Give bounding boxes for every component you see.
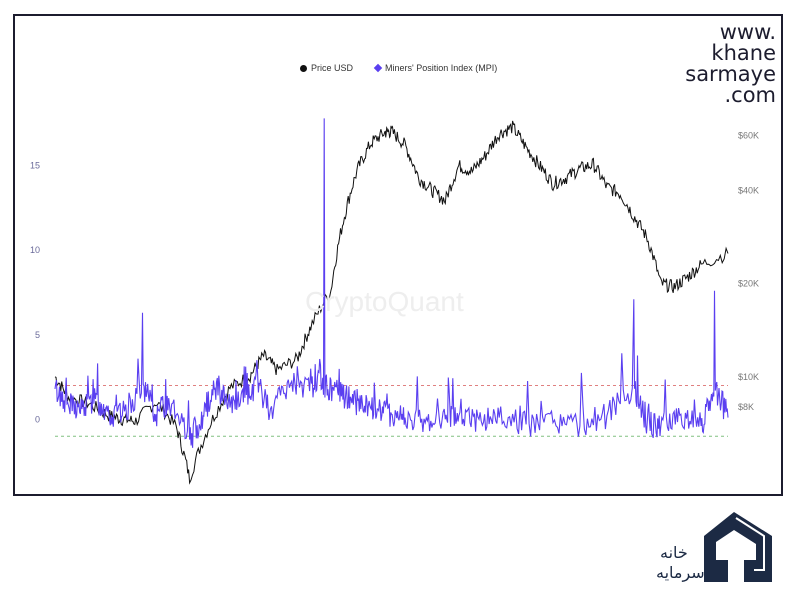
- svg-text:سرمایه: سرمایه: [656, 563, 705, 583]
- brand-line: www.: [719, 20, 776, 44]
- y-right-tick-label: $8K: [738, 402, 754, 412]
- brand-text: www. khane sarmaye .com: [685, 22, 776, 106]
- brand-line: .com: [724, 83, 776, 107]
- legend-mpi-marker: [373, 63, 383, 73]
- chart-legend: Price USD Miners' Position Index (MPI): [300, 63, 497, 73]
- y-left-tick-label: 0: [35, 414, 40, 424]
- y-right-tick-label: $60K: [738, 131, 759, 141]
- brand-logo: خانه سرمایه: [656, 512, 772, 583]
- y-right-tick-label: $10K: [738, 372, 759, 382]
- watermark: CryptoQuant: [305, 286, 464, 317]
- y-right-tick-label: $20K: [738, 279, 759, 289]
- series-line-price: [54, 120, 729, 485]
- y-left-tick-label: 5: [35, 330, 40, 340]
- legend-price-marker: [300, 64, 307, 72]
- legend-item-price[interactable]: Price USD: [300, 63, 353, 73]
- series-line-mpi: [54, 118, 729, 448]
- svg-text:خانه: خانه: [660, 543, 688, 562]
- y-left-tick-label: 10: [30, 245, 40, 255]
- legend-mpi-label: Miners' Position Index (MPI): [385, 63, 498, 73]
- legend-price-label: Price USD: [311, 63, 354, 73]
- y-right-tick-label: $40K: [738, 185, 759, 195]
- brand-line: khane: [711, 41, 776, 65]
- brand-line: sarmaye: [685, 62, 776, 86]
- legend-item-mpi[interactable]: Miners' Position Index (MPI): [373, 63, 498, 73]
- y-left-tick-label: 15: [30, 161, 40, 171]
